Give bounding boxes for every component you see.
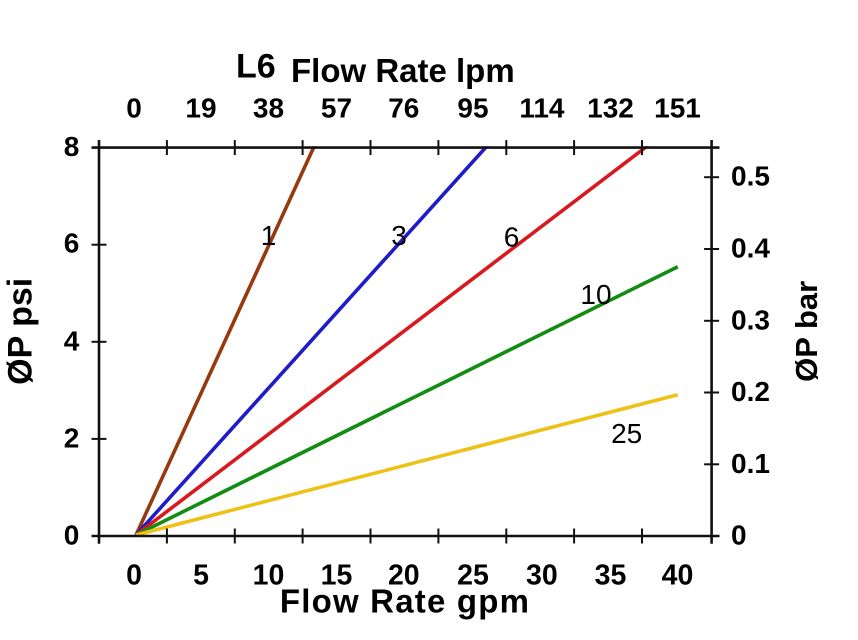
svg-text:0: 0 — [64, 519, 80, 550]
svg-text:10: 10 — [580, 279, 611, 310]
svg-text:15: 15 — [321, 560, 353, 592]
svg-text:5: 5 — [193, 560, 209, 592]
svg-text:8: 8 — [64, 131, 80, 162]
svg-text:114: 114 — [519, 93, 565, 124]
svg-text:10: 10 — [253, 560, 285, 592]
svg-text:0: 0 — [731, 519, 747, 550]
svg-text:132: 132 — [587, 93, 634, 124]
svg-text:151: 151 — [654, 93, 701, 124]
svg-text:30: 30 — [526, 560, 558, 592]
svg-text:1: 1 — [261, 220, 277, 251]
svg-text:Flow Rate gpm: Flow Rate gpm — [280, 583, 530, 620]
svg-text:L6: L6 — [236, 48, 276, 86]
svg-text:25: 25 — [457, 560, 489, 592]
svg-text:4: 4 — [64, 325, 80, 356]
svg-text:0.2: 0.2 — [731, 376, 770, 407]
svg-text:ØP bar: ØP bar — [789, 281, 824, 382]
svg-text:0.1: 0.1 — [731, 448, 770, 479]
svg-text:57: 57 — [321, 93, 352, 124]
svg-text:20: 20 — [388, 560, 420, 592]
svg-text:0: 0 — [126, 560, 142, 592]
svg-text:6: 6 — [64, 227, 80, 258]
svg-text:95: 95 — [457, 93, 488, 124]
svg-text:0.3: 0.3 — [731, 304, 770, 335]
svg-text:40: 40 — [662, 560, 694, 592]
svg-text:19: 19 — [185, 93, 216, 124]
svg-text:3: 3 — [391, 220, 407, 251]
svg-text:Flow Rate lpm: Flow Rate lpm — [291, 52, 515, 89]
svg-text:0.4: 0.4 — [731, 233, 770, 264]
svg-text:35: 35 — [595, 560, 627, 592]
svg-text:0: 0 — [126, 93, 142, 124]
svg-text:0.5: 0.5 — [731, 161, 770, 192]
svg-text:25: 25 — [611, 418, 642, 449]
svg-text:38: 38 — [253, 93, 284, 124]
svg-text:2: 2 — [64, 422, 80, 453]
svg-text:6: 6 — [504, 221, 520, 252]
svg-text:ØP psi: ØP psi — [2, 278, 40, 385]
svg-text:76: 76 — [388, 93, 419, 124]
